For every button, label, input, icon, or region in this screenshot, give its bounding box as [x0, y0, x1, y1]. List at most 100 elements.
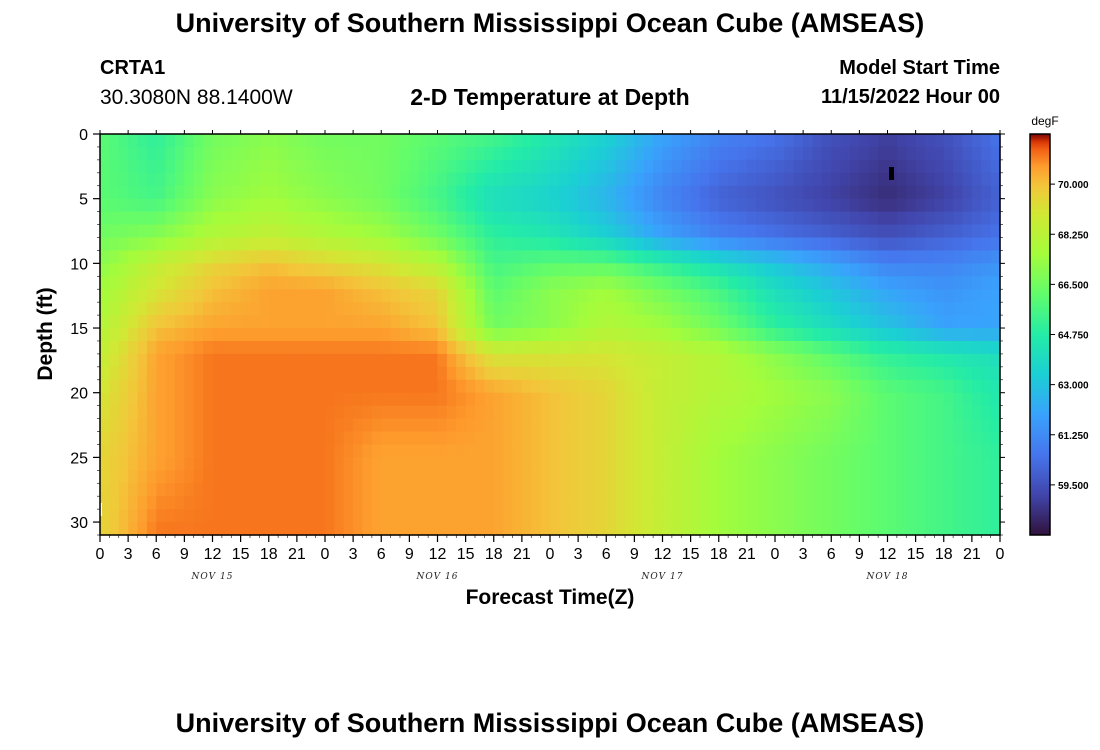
heatmap-cell	[718, 431, 729, 446]
heatmap-cell	[756, 172, 767, 187]
heatmap-cell	[381, 509, 392, 523]
heatmap-cell	[775, 237, 785, 252]
heatmap-cell	[118, 444, 129, 458]
heatmap-cell	[643, 444, 654, 458]
heatmap-cell	[587, 224, 598, 239]
heatmap-cell	[484, 159, 495, 174]
heatmap-cell	[775, 353, 785, 368]
heatmap-cell	[231, 250, 242, 264]
heatmap-cell	[315, 302, 326, 316]
heatmap-cell	[690, 146, 701, 161]
heatmap-cell	[446, 522, 457, 536]
heatmap-cell	[550, 483, 560, 497]
heatmap-cell	[606, 340, 617, 355]
heatmap-cell	[456, 509, 467, 523]
colorbar-tick-label: 59.500	[1058, 481, 1089, 492]
heatmap-cell	[428, 431, 439, 446]
model-start-label: Model Start Time	[839, 57, 1000, 79]
heatmap-cell	[587, 444, 598, 458]
heatmap-cell	[221, 302, 232, 316]
heatmap-cell	[578, 470, 589, 484]
heatmap-cell	[896, 315, 907, 329]
heatmap-cell	[100, 483, 110, 497]
heatmap-cell	[128, 483, 139, 497]
heatmap-cell	[203, 340, 214, 355]
heatmap-cell	[578, 522, 589, 536]
heatmap-cell	[193, 134, 204, 148]
heatmap-cell	[437, 185, 448, 200]
heatmap-cell	[409, 470, 420, 484]
heatmap-cell	[156, 470, 167, 484]
heatmap-cell	[437, 418, 448, 433]
heatmap-cell	[259, 302, 270, 316]
heatmap-cell	[184, 289, 195, 303]
heatmap-cell	[325, 522, 335, 536]
heatmap-cell	[587, 172, 598, 187]
heatmap-cell	[221, 159, 232, 174]
heatmap-cell	[128, 522, 139, 536]
heatmap-cell	[165, 159, 176, 174]
heatmap-cell	[718, 159, 729, 174]
heatmap-cell	[475, 263, 485, 277]
heatmap-cell	[681, 328, 692, 342]
heatmap-cell	[334, 509, 345, 523]
heatmap-cell	[437, 211, 448, 226]
heatmap-cell	[100, 328, 110, 342]
heatmap-cell	[596, 353, 607, 368]
heatmap-cell	[896, 340, 907, 355]
heatmap-cell	[765, 302, 776, 316]
heatmap-cell	[737, 509, 748, 523]
heatmap-cell	[362, 457, 373, 471]
heatmap-cell	[465, 353, 476, 368]
heatmap-cell	[737, 159, 748, 174]
heatmap-cell	[437, 315, 448, 329]
heatmap-cell	[662, 340, 673, 355]
heatmap-cell	[662, 302, 673, 316]
heatmap-cell	[803, 276, 814, 290]
heatmap-cell	[362, 405, 373, 420]
heatmap-cell	[296, 185, 307, 200]
heatmap-cell	[690, 237, 701, 252]
heatmap-cell	[596, 328, 607, 342]
heatmap-cell	[325, 353, 335, 368]
heatmap-cell	[493, 353, 504, 368]
heatmap-cell	[718, 418, 729, 433]
heatmap-cell	[193, 224, 204, 239]
heatmap-cell	[878, 405, 889, 420]
heatmap-cell	[212, 289, 223, 303]
heatmap-cell	[906, 522, 917, 536]
heatmap-cell	[100, 470, 110, 484]
heatmap-cell	[353, 224, 364, 239]
heatmap-cell	[484, 146, 495, 161]
heatmap-cell	[700, 211, 710, 226]
heatmap-cell	[662, 224, 673, 239]
heatmap-cell	[531, 353, 542, 368]
heatmap-cell	[718, 185, 729, 200]
heatmap-cell	[184, 457, 195, 471]
heatmap-cell	[484, 457, 495, 471]
heatmap-cell	[625, 302, 635, 316]
heatmap-cell	[353, 328, 364, 342]
heatmap-cell	[278, 172, 289, 187]
heatmap-cell	[718, 457, 729, 471]
heatmap-cell	[128, 315, 139, 329]
heatmap-cell	[765, 392, 776, 407]
heatmap-cell	[868, 340, 879, 355]
heatmap-cell	[971, 353, 982, 368]
heatmap-cell	[484, 444, 495, 458]
heatmap-cell	[831, 457, 842, 471]
colorbar-tick-label: 70.000	[1058, 180, 1089, 191]
heatmap-cell	[353, 340, 364, 355]
heatmap-cell	[343, 159, 354, 174]
heatmap-cell	[737, 237, 748, 252]
heatmap-cell	[521, 457, 532, 471]
heatmap-cell	[521, 496, 532, 510]
heatmap-cell	[737, 276, 748, 290]
heatmap-cell	[446, 146, 457, 161]
heatmap-cell	[840, 224, 851, 239]
heatmap-cell	[165, 509, 176, 523]
heatmap-cell	[634, 263, 645, 277]
heatmap-cell	[465, 224, 476, 239]
heatmap-cell	[718, 392, 729, 407]
heatmap-cell	[887, 353, 898, 368]
